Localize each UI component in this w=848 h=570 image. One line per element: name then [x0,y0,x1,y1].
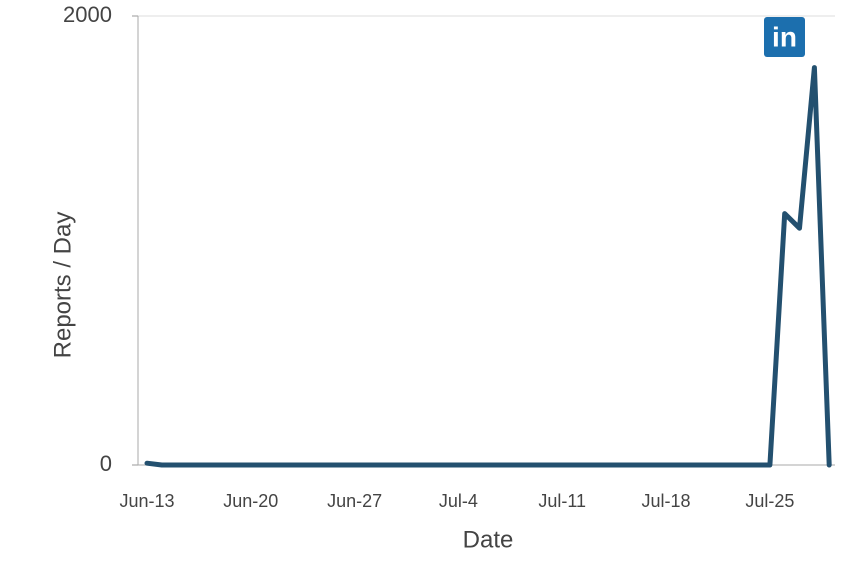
y-tick-label: 0 [100,451,112,476]
data-line [144,65,832,468]
x-tick-label: Jun-27 [327,491,382,511]
y-tick-label: 2000 [63,2,112,27]
badge-text: in [772,21,797,52]
y-axis-label: Reports / Day [49,212,76,359]
x-tick-label: Jun-20 [223,491,278,511]
x-axis-label: Date [463,526,514,553]
linkedin-badge: in [764,17,805,57]
x-tick-label: Jul-4 [439,491,478,511]
badge-bg [764,17,805,57]
x-tick-label: Jun-13 [119,491,174,511]
x-tick-label: Jul-25 [745,491,794,511]
x-tick-label: Jul-11 [538,491,586,511]
x-tick-label: Jul-18 [642,491,691,511]
